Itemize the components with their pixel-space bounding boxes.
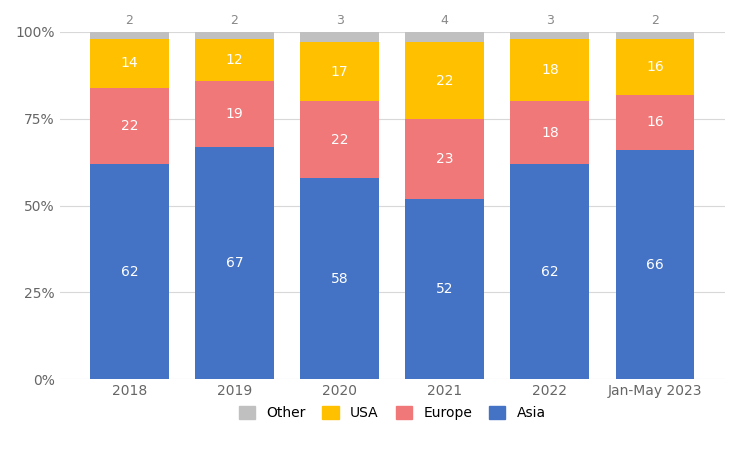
Bar xyxy=(406,119,484,199)
Bar xyxy=(616,32,695,39)
Bar xyxy=(90,88,169,164)
Text: 14: 14 xyxy=(120,56,138,70)
Bar xyxy=(300,43,379,101)
Bar xyxy=(300,178,379,379)
Bar xyxy=(510,101,589,164)
Text: 22: 22 xyxy=(331,133,348,147)
Text: 16: 16 xyxy=(646,115,664,129)
Text: 67: 67 xyxy=(226,256,244,270)
Bar xyxy=(195,32,274,39)
Text: 58: 58 xyxy=(331,271,348,286)
Text: 19: 19 xyxy=(226,106,244,121)
Bar xyxy=(90,39,169,88)
Text: 22: 22 xyxy=(121,119,138,133)
Legend: Other, USA, Europe, Asia: Other, USA, Europe, Asia xyxy=(235,402,550,425)
Text: 23: 23 xyxy=(436,152,453,166)
Text: 62: 62 xyxy=(120,265,138,279)
Text: 18: 18 xyxy=(541,126,559,140)
Bar xyxy=(616,150,695,379)
Text: 12: 12 xyxy=(226,53,244,67)
Bar xyxy=(195,39,274,80)
Bar xyxy=(406,28,484,43)
Text: 16: 16 xyxy=(646,60,664,74)
Bar xyxy=(616,39,695,95)
Bar xyxy=(300,32,379,43)
Bar xyxy=(510,28,589,39)
Bar xyxy=(90,32,169,39)
Bar xyxy=(510,39,589,101)
Text: 62: 62 xyxy=(541,265,559,279)
Bar xyxy=(510,164,589,379)
Bar xyxy=(406,199,484,379)
Text: 18: 18 xyxy=(541,63,559,77)
Bar xyxy=(90,164,169,379)
Bar xyxy=(406,43,484,119)
Text: 52: 52 xyxy=(436,282,453,296)
Bar xyxy=(195,80,274,147)
Text: 17: 17 xyxy=(331,65,348,79)
Text: 66: 66 xyxy=(646,258,664,272)
Bar xyxy=(300,101,379,178)
Bar xyxy=(195,147,274,379)
Text: 22: 22 xyxy=(436,74,453,88)
Bar xyxy=(616,95,695,150)
